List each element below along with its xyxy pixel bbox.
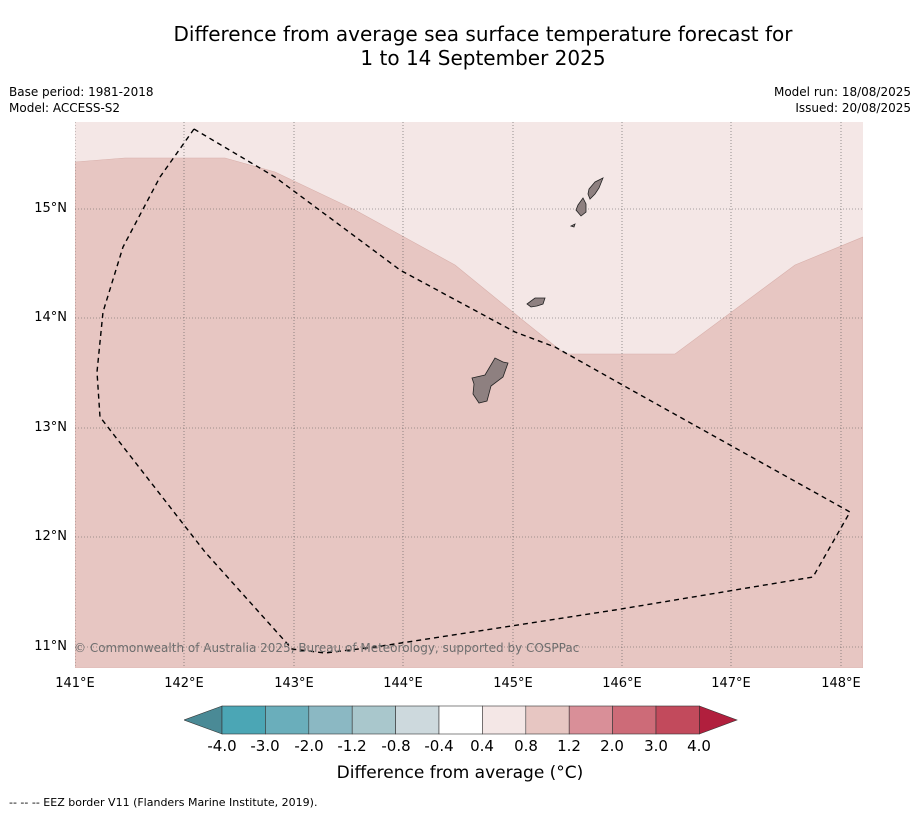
meta-right: Model run: 18/08/2025 Issued: 20/08/2025: [774, 84, 911, 116]
issued-date: Issued: 20/08/2025: [795, 101, 911, 115]
island-tinian: [575, 197, 587, 217]
colorbar-tick: 1.2: [557, 737, 581, 755]
colorbar-swatch-above: [699, 705, 738, 735]
lon-label-146: 146°E: [602, 676, 642, 691]
anomaly-zone-medium: [75, 157, 863, 668]
title-line-1: Difference from average sea surface temp…: [173, 22, 793, 46]
meta-left: Base period: 1981-2018 Model: ACCESS-S2: [9, 84, 154, 116]
colorbar-swatch: [655, 705, 700, 735]
map-area[interactable]: [75, 122, 863, 668]
islands: [471, 177, 604, 404]
colorbar-swatch: [351, 705, 396, 735]
colorbar-tick: -2.0: [294, 737, 324, 755]
copyright-text: © Commonwealth of Australia 2025, Bureau…: [74, 641, 580, 655]
colorbar-tick: 3.0: [644, 737, 668, 755]
colorbar-swatches: [184, 705, 738, 735]
lat-label-15: 15°N: [34, 201, 67, 216]
model-run: Model run: 18/08/2025: [773, 85, 911, 99]
colorbar-tick: -3.0: [250, 737, 280, 755]
colorbar-swatch-below: [184, 705, 223, 735]
lat-label-14: 14°N: [34, 310, 67, 325]
colorbar-swatch: [308, 705, 353, 735]
colorbar-swatch: [221, 705, 266, 735]
colorbar-swatch: [525, 705, 570, 735]
colorbar-tick: 0.8: [514, 737, 538, 755]
lat-label-13: 13°N: [34, 420, 67, 435]
map-title: Difference from average sea surface temp…: [74, 22, 892, 70]
colorbar-tick: 4.0: [687, 737, 711, 755]
colorbar-swatch: [568, 705, 613, 735]
colorbar-tick: -4.0: [207, 737, 237, 755]
lon-label-141: 141°E: [55, 676, 95, 691]
eez-border: [96, 128, 851, 654]
colorbar: [184, 705, 738, 735]
map-svg: [75, 122, 863, 668]
graticule: [75, 122, 863, 668]
island-guam: [471, 357, 509, 404]
island-rota: [526, 297, 546, 308]
footer-legend: -- -- -- EEZ border V11 (Flanders Marine…: [9, 796, 318, 809]
colorbar-swatch: [482, 705, 527, 735]
lat-label-11: 11°N: [34, 639, 67, 654]
colorbar-title: Difference from average (°C): [336, 763, 584, 783]
colorbar-tick: 2.0: [600, 737, 624, 755]
island-saipan: [587, 177, 604, 200]
lon-label-147: 147°E: [711, 676, 751, 691]
lat-label-12: 12°N: [34, 529, 67, 544]
colorbar-tick: -0.8: [381, 737, 411, 755]
lon-label-148: 148°E: [821, 676, 861, 691]
colorbar-swatch: [612, 705, 657, 735]
lon-label-144: 144°E: [383, 676, 423, 691]
lon-label-143: 143°E: [274, 676, 314, 691]
lon-label-145: 145°E: [493, 676, 533, 691]
model-name: Model: ACCESS-S2: [9, 101, 121, 115]
colorbar-swatch: [438, 705, 483, 735]
title-line-2: 1 to 14 September 2025: [360, 46, 606, 70]
island-aguijan: [569, 223, 576, 228]
colorbar-swatch: [265, 705, 310, 735]
colorbar-tick: -0.4: [424, 737, 454, 755]
colorbar-swatch: [395, 705, 440, 735]
lon-label-142: 142°E: [164, 676, 204, 691]
colorbar-tick: -1.2: [337, 737, 367, 755]
colorbar-tick: 0.4: [470, 737, 494, 755]
base-period: Base period: 1981-2018: [9, 85, 154, 99]
